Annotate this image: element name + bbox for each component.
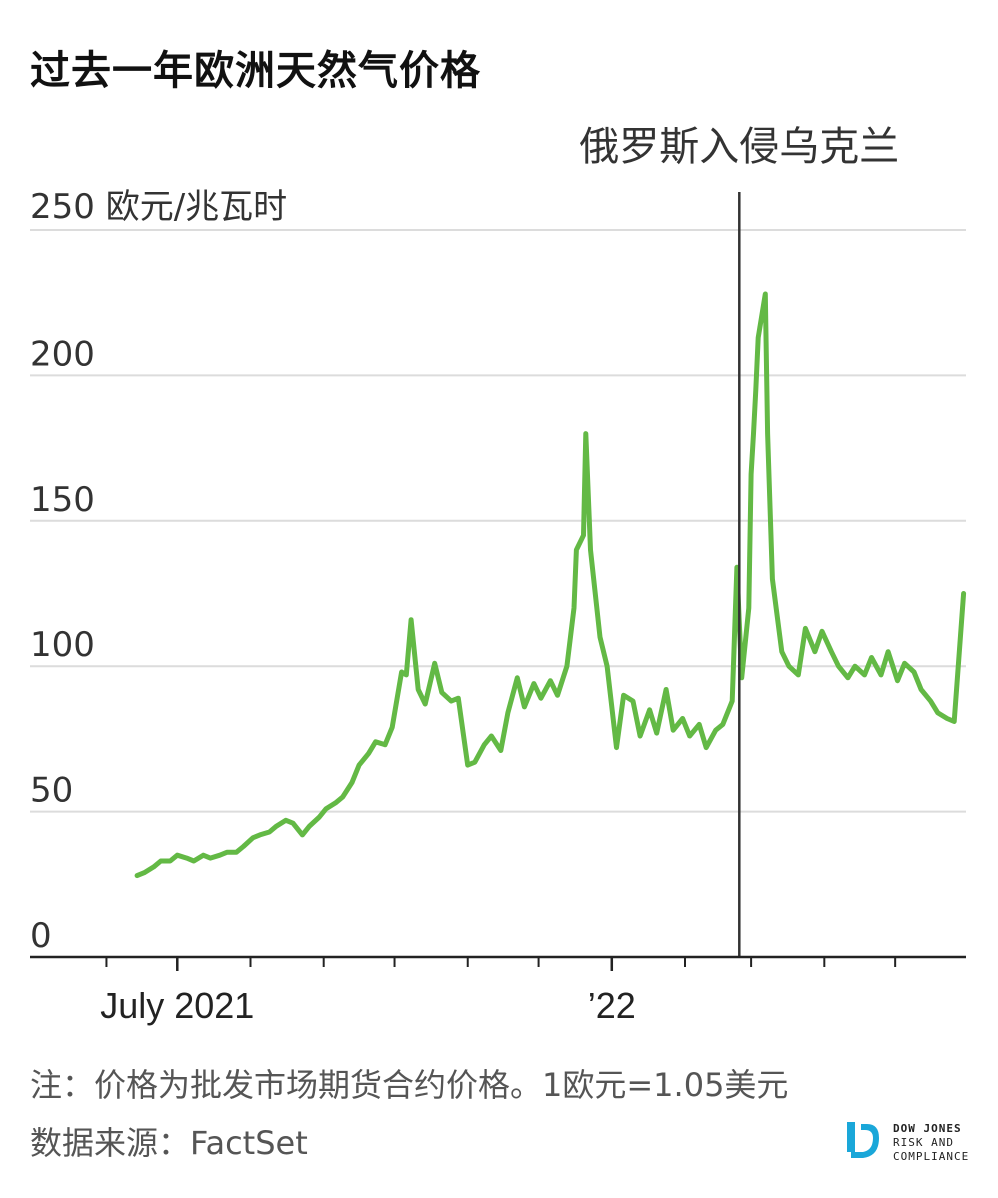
invasion-annotation: 俄罗斯入侵乌克兰 [579,124,899,957]
price-series [134,291,967,879]
price-line [134,291,967,879]
dj-logo-icon [847,1122,879,1158]
dow-jones-logo: DOW JONES RISK AND COMPLIANCE [845,1120,995,1166]
y-tick-label: 50 [30,771,73,811]
y-tick-label: 200 [30,334,95,374]
chart-title: 过去一年欧洲天然气价格 [30,48,481,94]
logo-line2: RISK AND [893,1136,954,1149]
footnote: 注：价格为批发市场期货合约价格。1欧元=1.05美元 [30,1066,789,1104]
y-axis-unit-label: 250 欧元/兆瓦时 [30,187,287,227]
annotation-label: 俄罗斯入侵乌克兰 [579,124,899,170]
y-tick-label: 100 [30,625,95,665]
x-tick-label: July 2021 [100,985,254,1026]
line-chart: 0 50 100 150 200 250 欧元/兆瓦时 俄罗斯入侵乌克兰 July 20… [30,124,967,1026]
logo-line3: COMPLIANCE [893,1150,970,1163]
x-axis: July 2021 ’22 [30,955,966,1026]
y-tick-label: 150 [30,480,95,520]
logo-brand: DOW JONES [893,1122,962,1135]
y-axis-tick-labels: 0 50 100 150 200 [30,334,95,956]
grid-lines [30,229,966,813]
y-tick-label: 0 [30,916,52,956]
source-note: 数据来源：FactSet [30,1124,308,1162]
x-tick-label: ’22 [588,985,636,1026]
